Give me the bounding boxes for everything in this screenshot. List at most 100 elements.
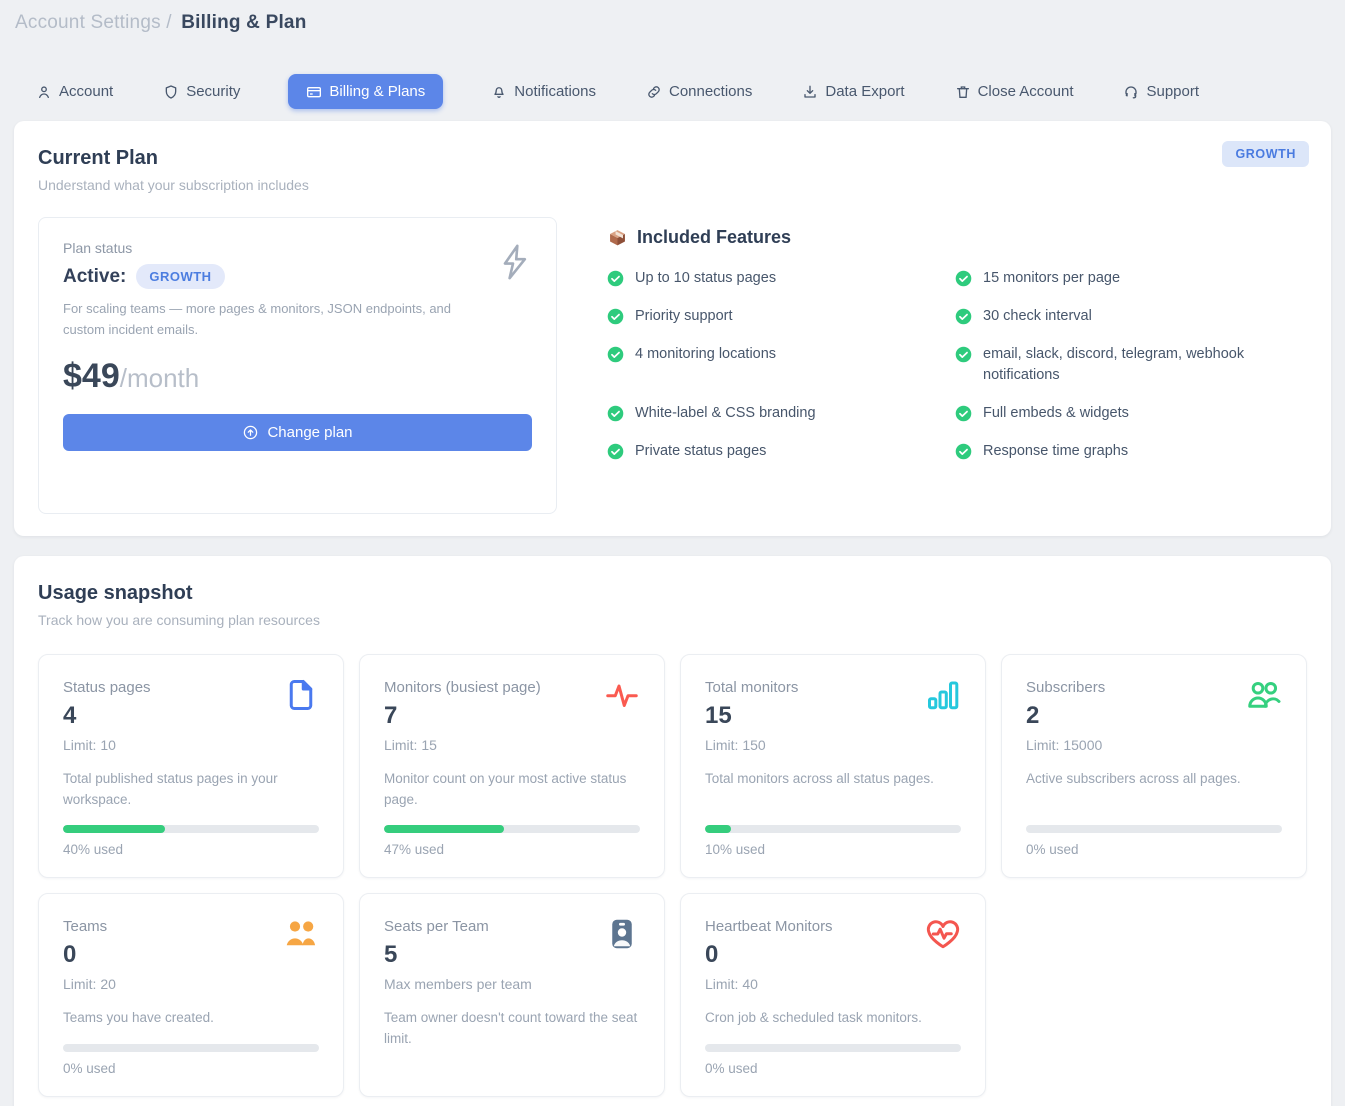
usage-value: 7 (384, 701, 398, 729)
feature-item: Full embeds & widgets (955, 403, 1295, 425)
feature-item: 30 check interval (955, 306, 1295, 328)
usage-value: 0 (705, 941, 719, 969)
users-outline-icon (1248, 681, 1281, 708)
usage-limit: Limit: 15000 (1026, 736, 1103, 753)
usage-card-teams: Teams 0 Limit: 20 Teams you have created… (38, 893, 344, 1098)
usage-description: Total monitors across all status pages. (705, 770, 934, 786)
usage-card-monitors-busiest: Monitors (busiest page) 7 Limit: 15 Moni… (359, 653, 665, 879)
usage-description: Teams you have created. (63, 1010, 214, 1026)
feature-item: Response time graphs (955, 441, 1295, 463)
tab-notifications[interactable]: Notifications (489, 74, 598, 109)
usage-value: 2 (1026, 701, 1040, 729)
tab-label: Notifications (514, 83, 596, 100)
download-icon (804, 85, 817, 98)
price-amount: $49 (63, 356, 120, 395)
usage-progress-track (1026, 825, 1282, 834)
feature-item: Priority support (607, 306, 947, 328)
tab-label: Security (186, 83, 241, 100)
usage-progress-track (705, 825, 961, 834)
plan-tier-inline-badge: GROWTH (136, 264, 225, 289)
usage-value: 0 (63, 941, 77, 969)
check-circle-icon (955, 443, 972, 460)
usage-limit: Limit: 150 (705, 736, 766, 753)
check-circle-icon (607, 308, 624, 325)
check-circle-icon (955, 308, 972, 325)
usage-limit: Limit: 40 (705, 976, 758, 993)
usage-snapshot-section: Usage snapshot Track how you are consumi… (14, 555, 1331, 1106)
usage-grid: Status pages 4 Limit: 10 Total published… (38, 653, 1307, 1098)
usage-limit: Limit: 10 (63, 736, 116, 753)
tab-label: Account (59, 83, 114, 100)
usage-percent-label: 40% used (63, 842, 124, 858)
feature-item: 15 monitors per page (955, 268, 1295, 290)
tab-label: Support (1146, 83, 1200, 100)
tab-account[interactable]: Account (34, 74, 115, 109)
bell-icon (494, 86, 504, 98)
tab-label: Data Export (825, 83, 905, 100)
plan-price: $49/month (63, 357, 532, 396)
feature-item: Up to 10 status pages (607, 268, 947, 290)
included-features: Included Features Up to 10 status pages … (607, 217, 1307, 463)
tab-connections[interactable]: Connections (644, 74, 754, 109)
bar-chart-icon (928, 681, 959, 709)
section-subtitle: Track how you are consuming plan resourc… (38, 611, 320, 628)
tab-security[interactable]: Security (161, 74, 242, 109)
usage-progress-track (63, 1044, 319, 1053)
plan-tier-badge: GROWTH (1222, 141, 1309, 167)
usage-progress-track (705, 1044, 961, 1053)
usage-limit: Limit: 20 (63, 976, 116, 993)
check-circle-icon (607, 270, 624, 287)
breadcrumb-section[interactable]: Account Settings (15, 12, 161, 33)
usage-card-total-monitors: Total monitors 15 Limit: 150 Total monit… (680, 653, 986, 879)
id-badge-icon (612, 920, 632, 949)
usage-description: Cron job & scheduled task monitors. (705, 1010, 922, 1026)
plan-status-value: Active: (63, 265, 127, 287)
section-subtitle: Understand what your subscription includ… (38, 177, 309, 193)
tab-data-export[interactable]: Data Export (800, 74, 906, 109)
usage-value: 5 (384, 941, 398, 969)
usage-percent-label: 47% used (384, 842, 445, 858)
shield-icon (165, 84, 177, 99)
change-plan-button[interactable]: Change plan (63, 413, 532, 451)
check-circle-icon (607, 443, 624, 460)
users-filled-icon (286, 921, 316, 946)
link-icon (648, 85, 660, 98)
credit-card-icon (307, 86, 322, 97)
change-plan-label: Change plan (267, 423, 353, 441)
usage-percent-label: 0% used (1026, 842, 1079, 858)
usage-limit: Limit: 15 (384, 736, 437, 753)
plan-description: For scaling teams — more pages & monitor… (63, 301, 452, 337)
breadcrumb-separator: / (166, 12, 172, 33)
features-title: Included Features (637, 227, 792, 247)
usage-card-status-pages: Status pages 4 Limit: 10 Total published… (38, 653, 344, 879)
usage-description: Total published status pages in your wor… (63, 770, 278, 807)
usage-description: Active subscribers across all pages. (1026, 770, 1241, 786)
tab-label: Close Account (977, 83, 1074, 100)
feature-item: 4 monitoring locations (607, 344, 947, 388)
headset-icon (1125, 85, 1138, 98)
plan-status-card: Plan status Active: GROWTH For scaling t… (38, 217, 557, 514)
usage-limit: Max members per team (384, 976, 532, 993)
price-period: /month (119, 362, 200, 393)
file-icon (289, 679, 313, 710)
usage-percent-label: 10% used (705, 842, 766, 858)
package-icon (610, 230, 625, 246)
usage-value: 15 (705, 701, 732, 729)
plan-status-label: Plan status (63, 240, 133, 256)
usage-description: Team owner doesn't count toward the seat… (384, 1010, 638, 1047)
tab-close-account[interactable]: Close Account (953, 74, 1076, 109)
usage-value: 4 (63, 701, 77, 729)
heart-pulse-icon (926, 920, 960, 949)
arrow-up-circle-icon (244, 425, 258, 439)
feature-item: Private status pages (607, 441, 947, 463)
breadcrumb: Account Settings / Billing & Plan (0, 0, 1345, 34)
usage-card-seats-per-team: Seats per Team 5 Max members per team Te… (359, 893, 665, 1098)
usage-percent-label: 0% used (63, 1061, 116, 1077)
usage-description: Monitor count on your most active status… (384, 770, 627, 807)
tab-billing-plans[interactable]: Billing & Plans (288, 74, 444, 109)
person-icon (39, 85, 49, 98)
check-circle-icon (607, 405, 624, 422)
tab-support[interactable]: Support (1121, 74, 1201, 109)
feature-item: White-label & CSS branding (607, 403, 947, 425)
